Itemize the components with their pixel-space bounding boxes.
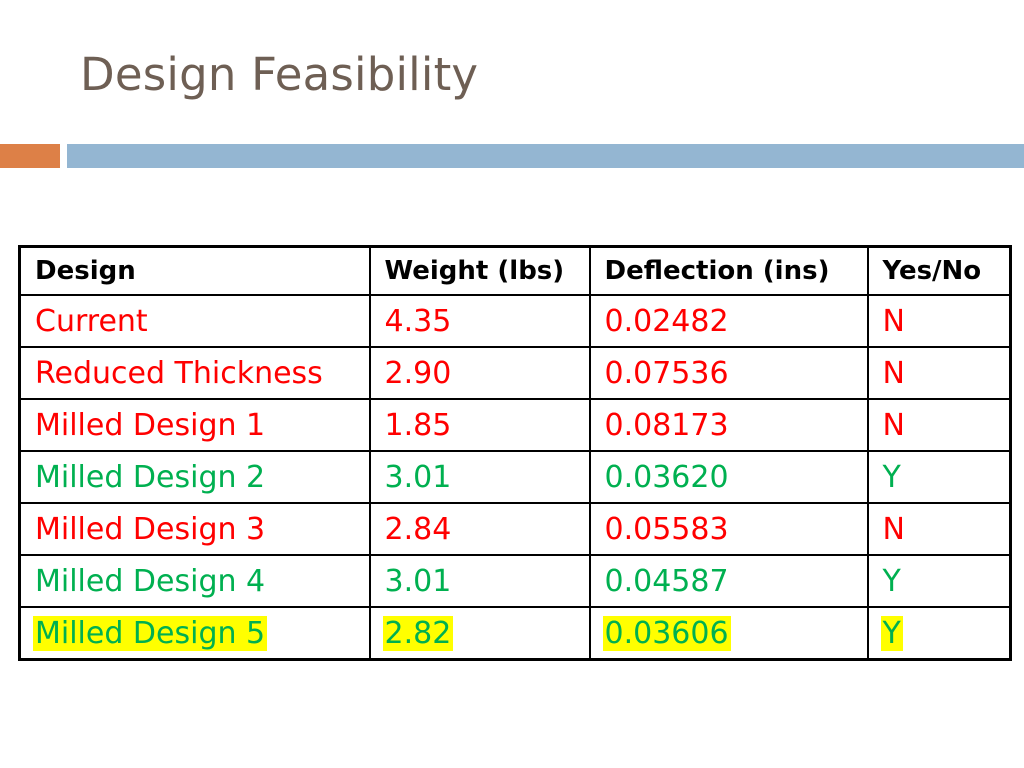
cell-design: Milled Design 2: [18, 450, 371, 504]
cell-design-text: Reduced Thickness: [35, 355, 323, 391]
cell-design-text: Milled Design 4: [35, 563, 266, 599]
cell-deflection: 0.07536: [588, 346, 869, 400]
cell-weight: 3.01: [368, 554, 591, 608]
cell-weight-text: 3.01: [384, 459, 452, 495]
cell-deflection-text: 0.07536: [604, 355, 729, 391]
cell-yes-no: Y: [866, 606, 1012, 661]
table-row: Current 4.35 0.02482 N: [18, 294, 1012, 348]
cell-yes-no: N: [866, 398, 1012, 452]
table-body: Current 4.35 0.02482 N Reduced Thickness 2.90…: [18, 294, 1012, 661]
cell-design-text: Milled Design 5: [33, 615, 268, 651]
cell-yes-no: Y: [866, 450, 1012, 504]
table-row: Reduced Thickness 2.90 0.07536 N: [18, 346, 1012, 400]
feasibility-table: Design Weight (lbs) Deflection (ins) Yes…: [18, 245, 1012, 661]
cell-weight-text: 3.01: [384, 563, 452, 599]
cell-design-text: Milled Design 2: [35, 459, 266, 495]
cell-weight: 3.01: [368, 450, 591, 504]
cell-weight: 1.85: [368, 398, 591, 452]
cell-weight-text: 1.85: [384, 407, 452, 443]
cell-weight-text: 2.90: [384, 355, 452, 391]
cell-deflection: 0.08173: [588, 398, 869, 452]
cell-yes-no-text: N: [882, 511, 905, 547]
cell-deflection-text: 0.02482: [604, 303, 729, 339]
cell-deflection: 0.03606: [588, 606, 869, 661]
table-header-row: Design Weight (lbs) Deflection (ins) Yes…: [18, 245, 1012, 296]
cell-deflection: 0.04587: [588, 554, 869, 608]
cell-yes-no-text: Y: [882, 459, 901, 495]
cell-design-text: Milled Design 1: [35, 407, 266, 443]
cell-design: Milled Design 1: [18, 398, 371, 452]
cell-deflection-text: 0.08173: [604, 407, 729, 443]
cell-weight: 2.84: [368, 502, 591, 556]
cell-weight: 2.82: [368, 606, 591, 661]
cell-yes-no-text: Y: [880, 615, 903, 651]
header-design: Design: [18, 245, 371, 296]
header-deflection: Deflection (ins): [588, 245, 869, 296]
cell-yes-no-text: Y: [882, 563, 901, 599]
cell-yes-no: Y: [866, 554, 1012, 608]
table-row: Milled Design 3 2.84 0.05583 N: [18, 502, 1012, 556]
cell-yes-no-text: N: [882, 303, 905, 339]
cell-design: Milled Design 4: [18, 554, 371, 608]
cell-weight-text: 4.35: [384, 303, 452, 339]
cell-design-text: Current: [35, 303, 148, 339]
cell-weight-text: 2.84: [384, 511, 452, 547]
cell-deflection-text: 0.03620: [604, 459, 729, 495]
cell-design: Milled Design 5: [18, 606, 371, 661]
cell-yes-no-text: N: [882, 407, 905, 443]
cell-deflection-text: 0.05583: [604, 511, 729, 547]
header-yes-no: Yes/No: [866, 245, 1012, 296]
cell-design: Milled Design 3: [18, 502, 371, 556]
cell-deflection: 0.03620: [588, 450, 869, 504]
slide-title: Design Feasibility: [80, 48, 479, 101]
table-row: Milled Design 5 2.82 0.03606 Y: [18, 606, 1012, 661]
table-row: Milled Design 2 3.01 0.03620 Y: [18, 450, 1012, 504]
cell-yes-no: N: [866, 346, 1012, 400]
cell-deflection: 0.02482: [588, 294, 869, 348]
table-row: Milled Design 4 3.01 0.04587 Y: [18, 554, 1012, 608]
header-weight: Weight (lbs): [368, 245, 591, 296]
cell-deflection-text: 0.03606: [602, 615, 731, 651]
cell-design-text: Milled Design 3: [35, 511, 266, 547]
cell-design: Current: [18, 294, 371, 348]
cell-weight-text: 2.82: [382, 615, 454, 651]
accent-bar-orange: [0, 144, 60, 168]
cell-deflection: 0.05583: [588, 502, 869, 556]
cell-deflection-text: 0.04587: [604, 563, 729, 599]
cell-yes-no: N: [866, 502, 1012, 556]
cell-weight: 2.90: [368, 346, 591, 400]
cell-weight: 4.35: [368, 294, 591, 348]
accent-bar-blue: [67, 144, 1024, 168]
cell-yes-no: N: [866, 294, 1012, 348]
cell-design: Reduced Thickness: [18, 346, 371, 400]
cell-yes-no-text: N: [882, 355, 905, 391]
table-row: Milled Design 1 1.85 0.08173 N: [18, 398, 1012, 452]
